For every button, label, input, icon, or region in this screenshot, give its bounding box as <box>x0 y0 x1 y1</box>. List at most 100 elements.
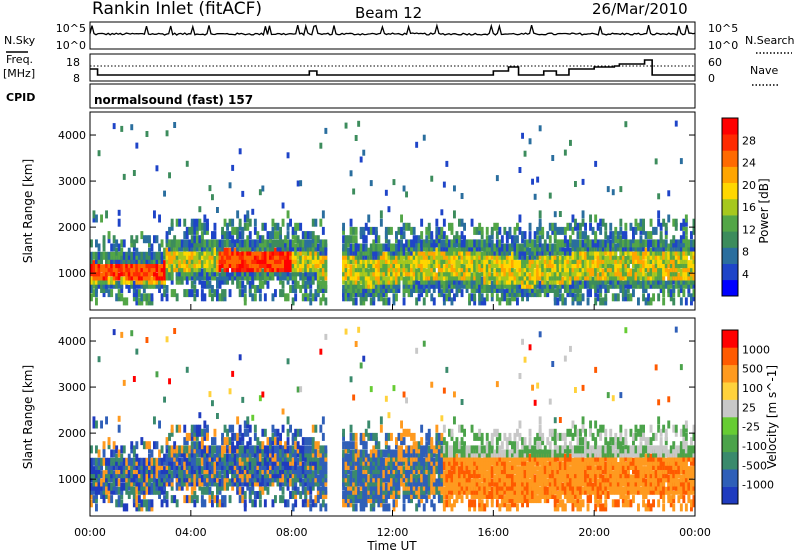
velocity-cell <box>256 453 260 462</box>
power-cell <box>453 264 456 273</box>
velocity-cell <box>362 474 366 483</box>
velocity-cell <box>155 486 159 495</box>
power-cell <box>311 239 315 248</box>
nsearch-label: N.Search <box>745 34 795 47</box>
power-cell <box>498 243 502 252</box>
velocity-cell <box>193 449 197 458</box>
velocity-cell <box>274 466 277 475</box>
velocity-cell <box>165 491 169 499</box>
velocity-cell <box>190 478 194 487</box>
velocity-cell <box>173 328 177 334</box>
power-cell <box>407 280 411 289</box>
power-cell <box>483 280 487 289</box>
power-cell <box>354 247 358 256</box>
velocity-cell <box>311 478 315 487</box>
velocity-cell <box>291 445 295 454</box>
freq-label-1: Freq. <box>6 53 33 66</box>
velocity-cell <box>226 474 229 483</box>
power-cell <box>243 268 247 277</box>
velocity-cell <box>311 437 315 446</box>
power-cell <box>377 285 381 293</box>
velocity-cell <box>442 387 446 394</box>
power-cell <box>135 264 139 273</box>
power-cell <box>674 120 678 127</box>
power-cell <box>105 272 108 281</box>
power-cell <box>299 247 303 256</box>
power-cell <box>642 276 645 285</box>
power-cell <box>127 247 131 256</box>
velocity-cell <box>158 478 161 487</box>
power-cell <box>591 247 595 256</box>
velocity-cell <box>127 474 131 483</box>
power-cell <box>405 239 408 248</box>
colorbar-tick-label: 28 <box>742 134 756 147</box>
velocity-cell <box>448 428 451 437</box>
power-cell <box>173 243 177 252</box>
power-cell <box>372 297 376 306</box>
velocity-cell <box>369 482 373 491</box>
velocity-cell <box>458 470 461 479</box>
power-cell <box>626 239 630 248</box>
velocity-cell <box>218 499 222 508</box>
power-cell <box>390 268 393 277</box>
velocity-cell <box>289 462 292 470</box>
velocity-cell <box>342 466 345 475</box>
velocity-cell <box>150 462 154 470</box>
colorbar-segment <box>722 118 738 135</box>
power-cell <box>533 276 537 285</box>
power-cell <box>276 251 280 260</box>
velocity-cell <box>367 466 371 475</box>
power-cell <box>475 264 479 273</box>
velocity-cell <box>342 441 345 450</box>
power-cell <box>596 239 600 248</box>
power-cell <box>425 280 429 289</box>
power-cell <box>175 218 179 227</box>
power-cell <box>193 285 197 293</box>
power-cell <box>342 251 345 260</box>
power-cell <box>659 285 663 293</box>
power-cell <box>168 243 171 252</box>
power-cell <box>135 142 139 149</box>
power-cell <box>518 251 522 260</box>
power-cell <box>369 297 373 306</box>
power-cell <box>165 260 169 269</box>
power-cell <box>256 264 260 273</box>
power-cell <box>344 247 348 256</box>
velocity-cell <box>301 499 305 508</box>
velocity-cell <box>342 499 345 508</box>
power-cell <box>495 222 499 231</box>
power-cell <box>442 181 446 188</box>
power-cell <box>311 264 315 273</box>
power-cell <box>392 179 396 186</box>
velocity-cell <box>140 466 144 475</box>
power-cell <box>407 222 411 231</box>
power-cell <box>236 272 240 281</box>
velocity-cell <box>458 486 461 495</box>
power-cell <box>619 256 623 264</box>
power-cell <box>662 239 666 248</box>
power-cell <box>402 185 406 192</box>
power-cell <box>153 272 156 281</box>
velocity-cell <box>445 462 449 470</box>
power-cell <box>362 272 366 281</box>
velocity-cell <box>175 478 179 487</box>
power-cell <box>284 239 287 248</box>
velocity-cell <box>400 462 403 470</box>
power-cell <box>415 280 419 289</box>
power-cell <box>621 280 625 289</box>
power-cell <box>289 251 292 260</box>
power-cell <box>511 289 514 298</box>
velocity-cell <box>246 445 250 454</box>
velocity-cell <box>465 486 469 495</box>
velocity-cell <box>284 478 287 487</box>
power-cell <box>546 243 550 252</box>
power-cell <box>349 256 353 264</box>
power-cell <box>112 243 116 252</box>
power-cell <box>664 268 668 277</box>
power-cell <box>206 239 209 248</box>
power-cell <box>231 247 235 256</box>
velocity-cell <box>316 441 320 450</box>
power-cell <box>551 268 555 277</box>
velocity-cell <box>417 466 421 475</box>
velocity-cell <box>430 499 434 508</box>
